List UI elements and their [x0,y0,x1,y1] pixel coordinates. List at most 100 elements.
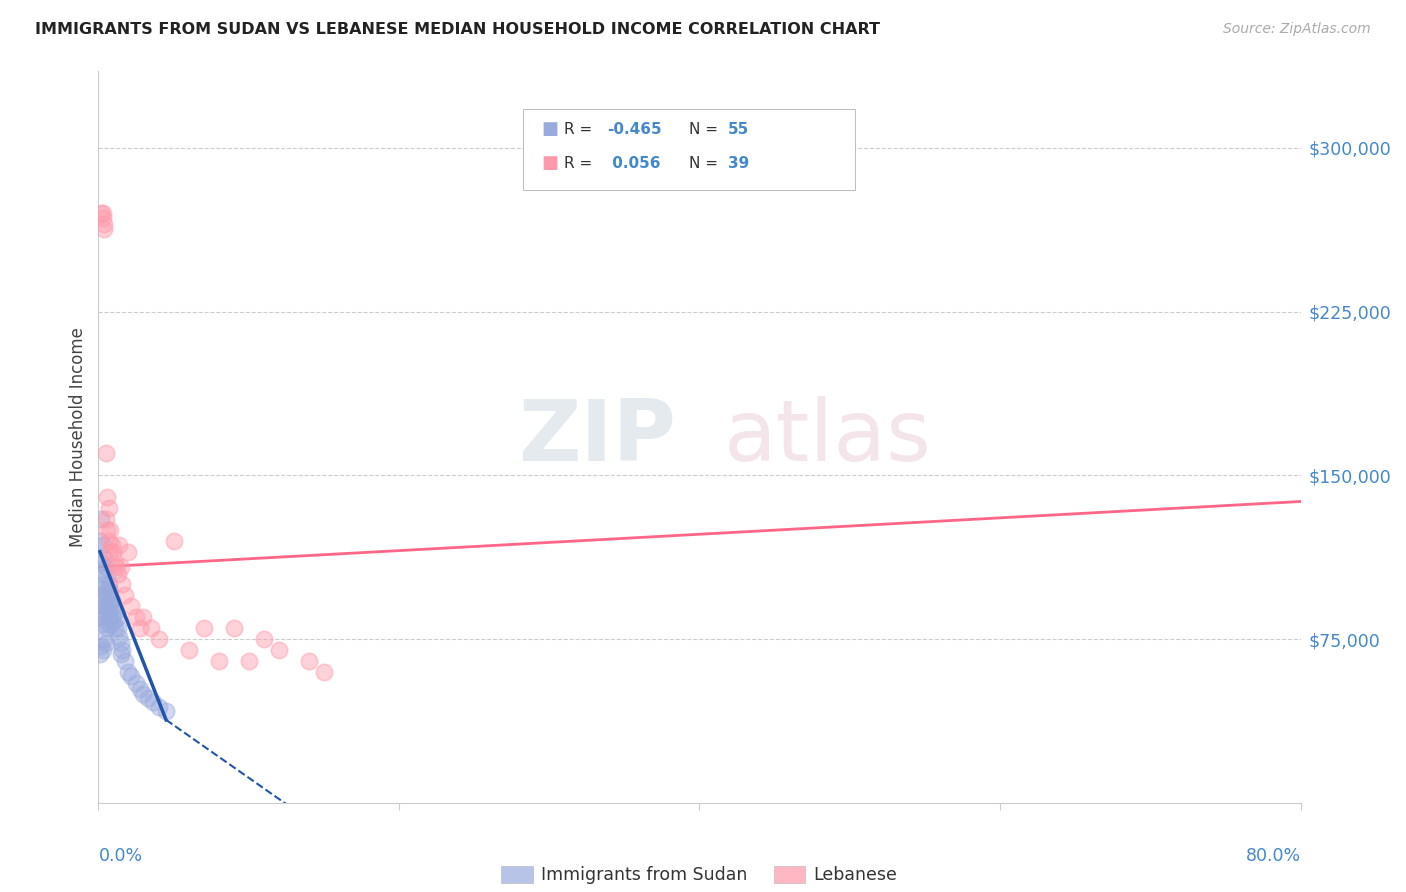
Point [117,545,139,559]
Point [94,446,117,460]
Point [110,560,132,574]
Point [111,577,134,591]
Text: 39: 39 [728,156,749,170]
Legend: Immigrants from Sudan, Lebanese: Immigrants from Sudan, Lebanese [495,859,904,891]
Point [100,599,122,614]
Point [100,616,122,631]
Text: 55: 55 [728,122,749,136]
Point [90,206,112,220]
Point [94,584,117,599]
Point [91,643,114,657]
Point [90,556,112,570]
Point [93,551,115,566]
Point [105,612,128,626]
Point [91,211,114,225]
Text: N =: N = [689,122,723,136]
Text: -0.465: -0.465 [607,122,662,136]
Point [253,632,276,646]
Text: ■: ■ [541,154,558,172]
Point [117,665,139,679]
Point [91,206,114,220]
Point [97,610,120,624]
Text: R =: R = [564,122,598,136]
Point [132,687,155,701]
Point [177,643,200,657]
Point [93,221,115,235]
Point [129,682,152,697]
Point [104,556,127,570]
Point [97,533,120,548]
Point [91,582,114,596]
Point [298,654,321,668]
Point [111,643,134,657]
Point [108,630,131,644]
Point [89,533,111,548]
Point [93,607,115,622]
Text: 0.0%: 0.0% [98,847,142,864]
Point [110,648,132,662]
Point [101,592,124,607]
Point [96,568,118,582]
Text: 80.0%: 80.0% [1246,847,1301,864]
Point [103,599,125,614]
Point [104,606,127,620]
Point [222,621,245,635]
Text: ■: ■ [541,120,558,138]
Text: N =: N = [689,156,723,170]
Point [90,639,112,653]
Point [103,545,125,559]
Text: R =: R = [564,156,598,170]
Point [96,604,118,618]
Point [101,538,124,552]
Point [104,621,127,635]
Point [132,610,155,624]
Point [94,599,117,614]
Point [90,610,112,624]
Point [93,592,115,607]
Point [105,560,128,574]
Point [101,607,124,622]
Point [97,577,120,591]
Point [90,512,112,526]
Point [208,654,231,668]
Point [267,643,290,657]
Point [114,588,136,602]
Point [97,501,120,516]
Point [93,217,115,231]
Point [94,615,117,629]
Point [141,695,163,709]
Point [93,577,115,591]
Point [136,691,159,706]
Point [90,588,112,602]
Point [94,636,117,650]
Point [110,636,132,650]
Text: Source: ZipAtlas.com: Source: ZipAtlas.com [1223,22,1371,37]
Point [97,595,120,609]
Text: IMMIGRANTS FROM SUDAN VS LEBANESE MEDIAN HOUSEHOLD INCOME CORRELATION CHART: IMMIGRANTS FROM SUDAN VS LEBANESE MEDIAN… [35,22,880,37]
Point [96,621,118,635]
Point [114,654,136,668]
Point [162,533,184,548]
Point [93,632,115,646]
Point [121,669,143,683]
Point [125,675,148,690]
Point [312,665,335,679]
Point [96,490,118,504]
Point [107,566,129,581]
Text: atlas: atlas [724,395,932,479]
Point [100,545,122,559]
Point [107,621,129,635]
Point [155,704,177,718]
Point [91,566,114,581]
Text: 0.056: 0.056 [607,156,661,170]
Point [108,538,131,552]
Point [139,621,162,635]
Text: ZIP: ZIP [517,395,675,479]
Point [193,621,215,635]
Point [100,584,122,599]
Point [148,699,170,714]
Point [100,523,122,537]
Point [96,523,118,537]
Point [91,616,114,631]
Point [91,599,114,614]
